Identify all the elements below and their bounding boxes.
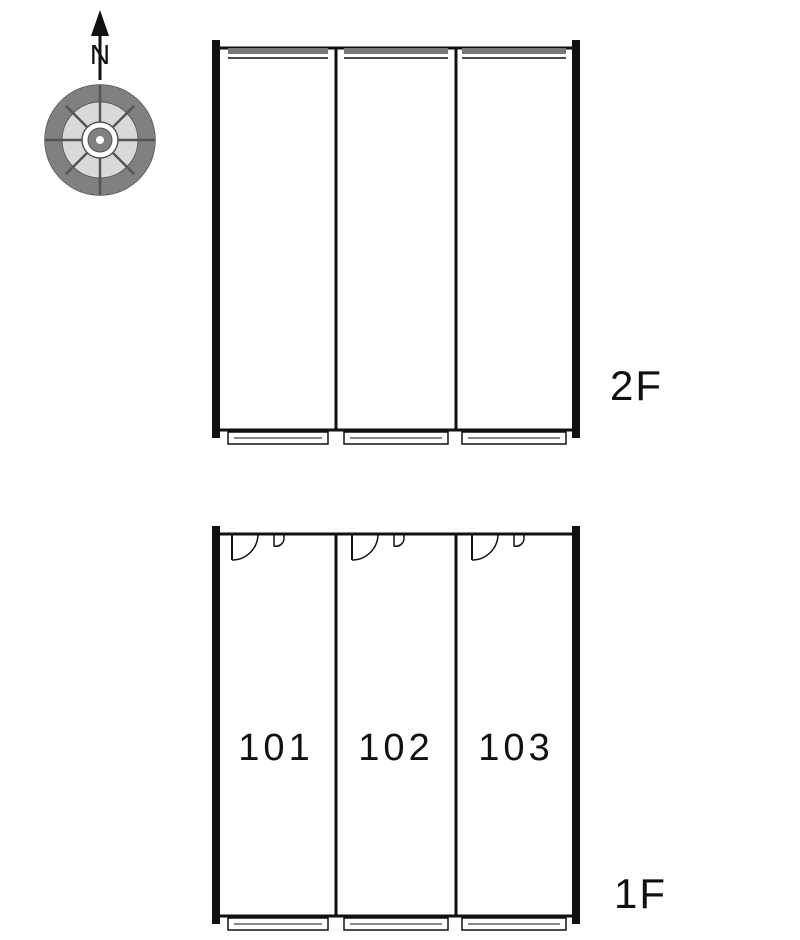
unit-label: 103 bbox=[478, 727, 553, 769]
door-fixture bbox=[394, 534, 404, 546]
floor-label: 2F bbox=[610, 362, 663, 409]
compass-n-label: N bbox=[90, 39, 110, 70]
compass-rose: N bbox=[45, 10, 155, 195]
door-swing bbox=[232, 534, 258, 560]
floor-1f: 101 102 103 1F bbox=[216, 526, 667, 930]
unit-label: 102 bbox=[358, 727, 433, 769]
compass-arrowhead bbox=[91, 10, 109, 36]
compass-hub-dot bbox=[96, 136, 104, 144]
door-swing bbox=[352, 534, 378, 560]
door-fixture bbox=[514, 534, 524, 546]
door-fixture bbox=[274, 534, 284, 546]
unit-label: 101 bbox=[238, 727, 313, 769]
floor-2f: 2F bbox=[216, 40, 663, 444]
door-swing bbox=[472, 534, 498, 560]
floor-label: 1F bbox=[614, 870, 667, 917]
